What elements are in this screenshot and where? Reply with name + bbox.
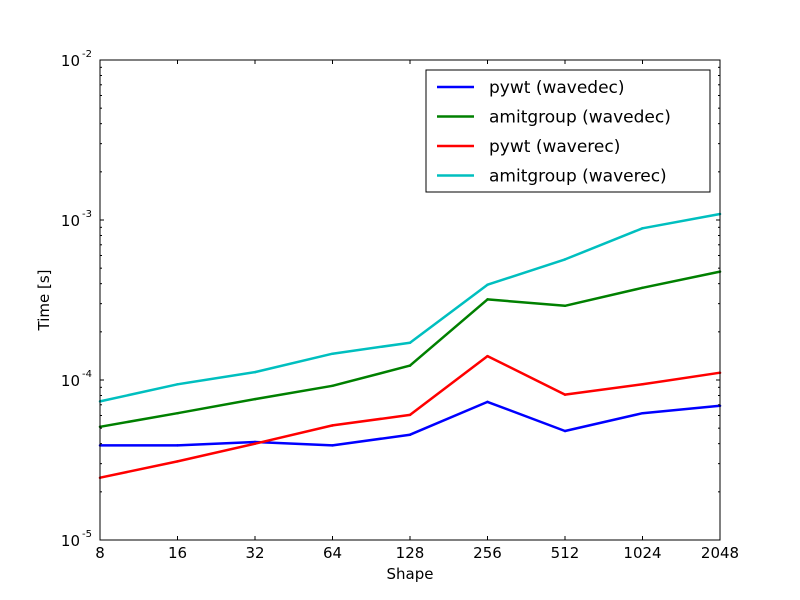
data-point <box>253 370 257 374</box>
data-point <box>253 442 257 445</box>
data-point <box>486 354 489 358</box>
data-point <box>641 411 644 415</box>
data-point <box>641 286 644 290</box>
data-point <box>408 433 412 436</box>
legend-label: amitgroup (waverec) <box>489 167 667 187</box>
x-tick-label: 8 <box>95 544 105 562</box>
x-tick-label: 2048 <box>701 544 739 562</box>
series-layer <box>98 212 722 479</box>
legend-label: pywt (wavedec) <box>489 78 625 98</box>
y-axis-ticks: 10-510-410-310-2 <box>61 49 720 550</box>
x-tick-label: 1024 <box>623 544 661 562</box>
data-point <box>176 460 179 463</box>
x-tick-label: 16 <box>168 544 187 562</box>
x-axis-ticks: 8 16 32 64 128 256 512 1024 2048 <box>95 60 739 562</box>
y-tick-label: 10 <box>61 372 80 390</box>
data-point <box>563 304 567 308</box>
x-axis-label: Shape <box>387 565 434 583</box>
data-point <box>176 383 179 386</box>
data-point <box>331 424 334 427</box>
data-point <box>641 383 644 386</box>
x-tick-label: 512 <box>551 544 580 562</box>
x-tick-label: 64 <box>323 544 342 562</box>
data-point <box>408 341 412 344</box>
y-tick-exponent: -5 <box>82 529 92 540</box>
legend-box <box>425 69 711 193</box>
data-point <box>563 393 567 396</box>
y-tick-label: 10 <box>61 532 80 550</box>
data-point <box>331 444 334 447</box>
legend-label: amitgroup (wavedec) <box>489 108 671 128</box>
legend-label: pywt (waverec) <box>489 137 620 157</box>
data-point <box>331 384 334 388</box>
data-point <box>176 444 179 447</box>
legend: pywt (wavedec) amitgroup (wavedec) pywt (w… <box>425 69 711 193</box>
data-point <box>253 397 257 401</box>
data-point <box>641 227 644 230</box>
y-tick-exponent: -3 <box>82 209 92 220</box>
y-tick-exponent: -4 <box>82 369 92 380</box>
data-point <box>408 413 412 417</box>
data-point <box>563 429 567 433</box>
x-tick-label: 32 <box>245 544 264 562</box>
data-point <box>486 283 489 286</box>
y-axis-label: Time [s] <box>35 270 53 332</box>
y-tick-exponent: -2 <box>82 49 92 60</box>
data-point <box>486 298 489 301</box>
data-point <box>408 364 412 367</box>
data-point <box>176 411 179 415</box>
data-point <box>563 258 567 261</box>
y-tick-label: 10 <box>61 52 80 70</box>
x-tick-label: 256 <box>473 544 502 562</box>
data-point <box>331 352 334 355</box>
y-tick-label: 10 <box>61 212 80 230</box>
x-tick-label: 128 <box>396 544 425 562</box>
data-point <box>486 400 489 404</box>
